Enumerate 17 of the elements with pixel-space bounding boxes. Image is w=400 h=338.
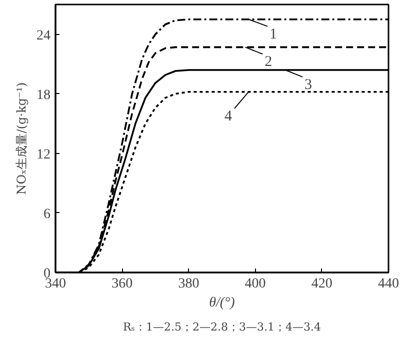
x-tick-label: 360	[112, 276, 133, 292]
y-tick-label: 6	[44, 206, 50, 222]
y-tick-label: 24	[36, 28, 50, 44]
annotation: 4	[224, 108, 232, 124]
x-tick-label: 380	[178, 276, 200, 292]
annotation: 1	[270, 26, 277, 42]
x-tick-label: 440	[378, 276, 399, 292]
text: Rₛ：1—2.5；2—2.8；3—3.1；4—3.4	[123, 320, 321, 334]
y-tick-label: 12	[36, 147, 50, 162]
y-tick-label: 18	[36, 88, 50, 103]
annotation: 3	[304, 76, 312, 93]
annotation: 2	[264, 54, 272, 70]
x-tick-label: 340	[45, 276, 66, 292]
x-tick-label: 420	[311, 276, 332, 292]
x-tick-label: 400	[244, 276, 266, 292]
x-axis-title: θ/(°)	[209, 296, 236, 310]
y-axis-title: NOₓ生成量/(g·kg⁻¹)	[14, 82, 28, 195]
